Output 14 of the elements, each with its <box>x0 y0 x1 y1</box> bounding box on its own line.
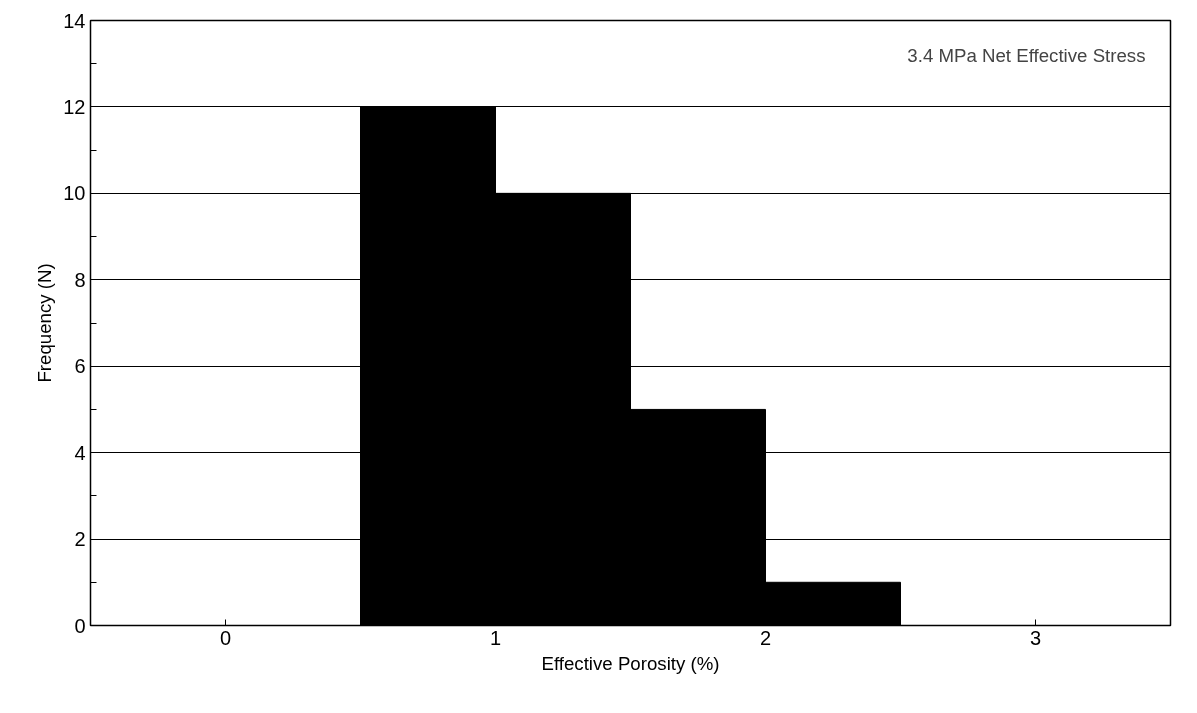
annotation: 3.4 MPa Net Effective Stress <box>907 44 1146 66</box>
x-tick-label: 3 <box>1029 626 1042 649</box>
y-tick-label: 2 <box>74 528 86 551</box>
y-tick-label: 4 <box>74 441 86 464</box>
x-axis-title: Effective Porosity (%) <box>541 652 720 674</box>
x-tick-label: 0 <box>219 626 232 649</box>
y-tick-label: 10 <box>63 182 86 205</box>
y-tick-label: 6 <box>74 355 86 378</box>
x-tick-label: 1 <box>489 626 502 649</box>
y-tick-label: 14 <box>63 9 86 32</box>
y-tick-label: 12 <box>63 95 86 118</box>
y-tick-label: 8 <box>74 268 86 291</box>
y-axis-title: Frequency (N) <box>34 263 56 383</box>
x-tick-label: 2 <box>759 626 772 649</box>
